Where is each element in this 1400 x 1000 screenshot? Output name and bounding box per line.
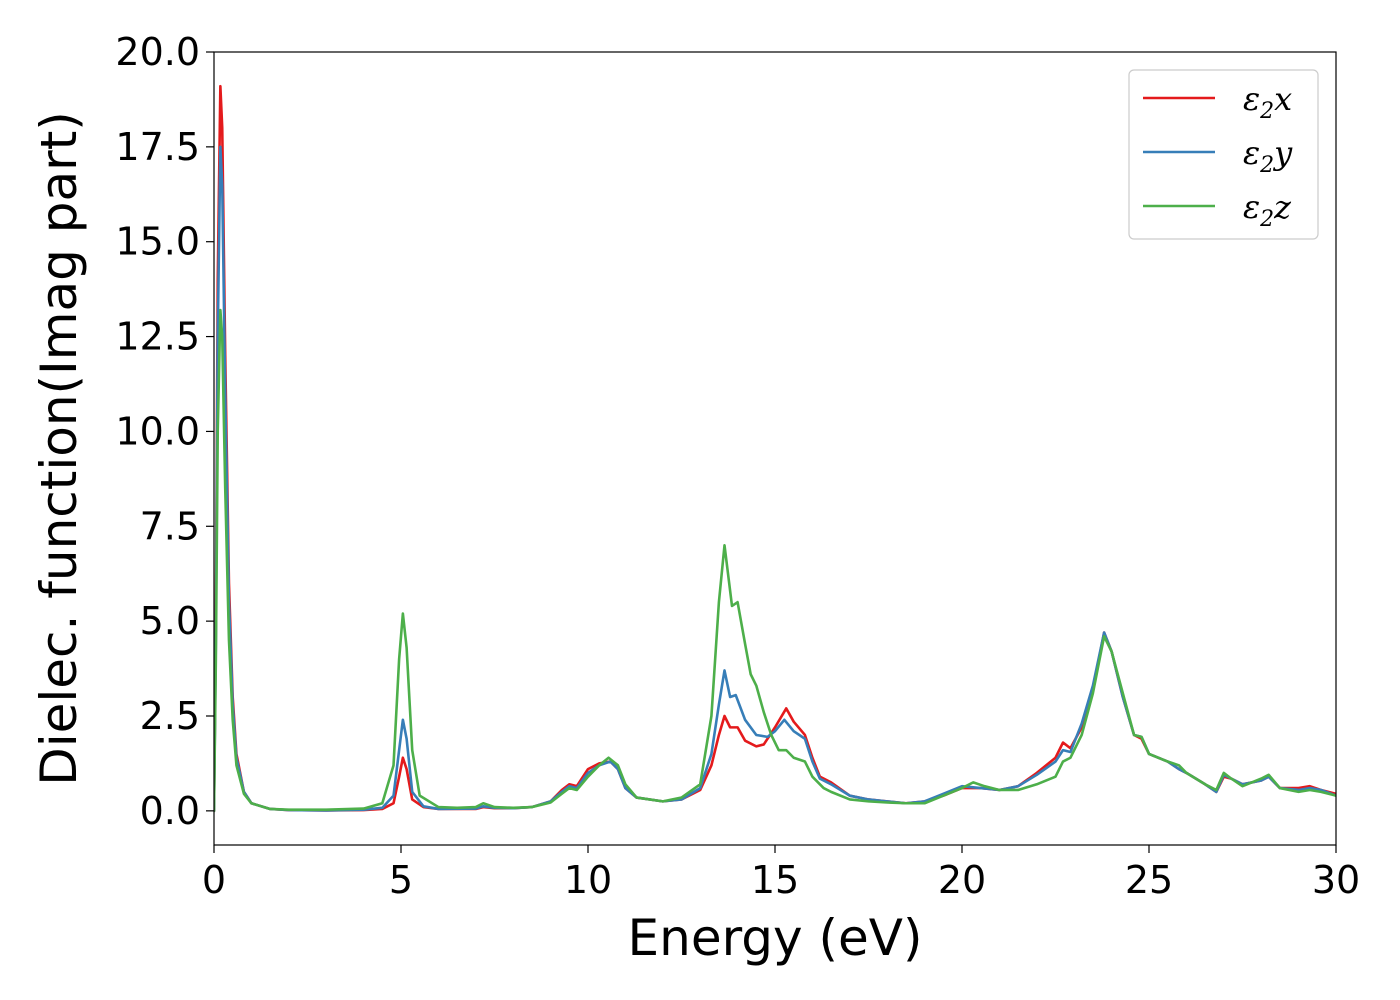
y-tick-label: 5.0 (140, 599, 200, 643)
x-tick-label: 10 (564, 858, 612, 902)
legend-label: ε2z (1243, 188, 1292, 232)
x-tick-label: 20 (938, 858, 986, 902)
legend-label: ε2x (1243, 80, 1292, 124)
legend-box (1128, 69, 1319, 240)
x-tick-label: 15 (751, 858, 799, 902)
x-tick-label: 5 (389, 858, 413, 902)
y-tick-label: 20.0 (115, 30, 200, 74)
y-tick-label: 10.0 (115, 409, 200, 453)
y-tick-label: 15.0 (115, 220, 200, 264)
x-tick-label: 25 (1125, 858, 1173, 902)
ticks-layer: 0 5 10 15 20 25 30 0.0 2.5 5.0 7.5 10.0 12.5 15.0 17.5… (115, 30, 1360, 902)
x-tick-label: 30 (1312, 858, 1360, 902)
y-tick-label: 7.5 (140, 504, 200, 548)
series-line-ε2z (214, 308, 1336, 813)
series-line-ε2y (214, 145, 1336, 813)
y-tick-label: 17.5 (115, 125, 200, 169)
series-layer (214, 84, 1336, 813)
x-tick-label: 0 (202, 858, 226, 902)
y-tick-label: 12.5 (115, 315, 200, 359)
y-axis-title: Dielec. function(Imag part) (30, 111, 88, 786)
y-tick-label: 0.0 (140, 789, 200, 833)
legend-label: ε2y (1243, 134, 1293, 178)
x-axis-title: Energy (eV) (628, 909, 923, 967)
legend: ε2x ε2y ε2z (1128, 69, 1319, 240)
y-tick-label: 2.5 (140, 694, 200, 738)
